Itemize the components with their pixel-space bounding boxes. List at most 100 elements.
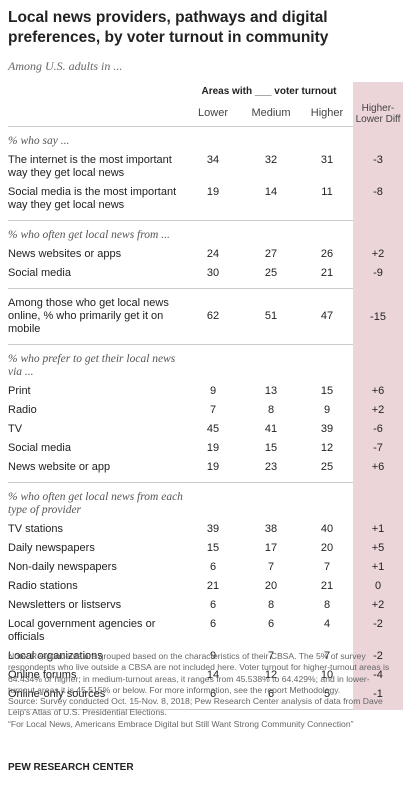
table-row: Social media 19 15 12 -7 (8, 439, 403, 458)
row-label: Social media (8, 264, 185, 289)
row-label: TV stations (8, 523, 64, 535)
table-row: TV stations 39 38 40 +1 (8, 520, 403, 539)
cell-value: 6 (241, 685, 301, 710)
cell-value: 20 (320, 542, 334, 554)
table-row: The internet is the most important way t… (8, 151, 403, 183)
row-label: Social media (8, 442, 71, 454)
table-row: Print 9 13 15 +6 (8, 382, 403, 401)
cell (353, 483, 403, 520)
cell-value: 30 (185, 264, 241, 289)
cell-value: 41 (264, 423, 278, 435)
cell-value: 15 (320, 385, 334, 397)
cell (241, 221, 301, 245)
cell-value: 39 (320, 423, 334, 435)
row-label: Daily newspapers (8, 542, 95, 554)
cell-value: 0 (353, 577, 403, 596)
table-row: News websites or apps 24 27 26 +2 (8, 245, 403, 264)
cell-value: 7 (323, 561, 331, 573)
section-heading-row: % who say ... (8, 127, 403, 151)
cell-value: -6 (353, 420, 403, 439)
cell-value: 26 (320, 248, 334, 260)
table-row: Daily newspapers 15 17 20 +5 (8, 539, 403, 558)
section-heading: % who often get local news from ... (8, 229, 170, 241)
cell (241, 345, 301, 382)
cell-value: 12 (264, 669, 278, 681)
cell-value: 38 (264, 523, 278, 535)
cell-value: 7 (323, 650, 331, 662)
cell-value: 21 (301, 264, 353, 289)
cell-value: 13 (264, 385, 278, 397)
table-row: Social media is the most important way t… (8, 183, 403, 221)
cell-value: 8 (267, 404, 275, 416)
cell-value: 19 (185, 458, 241, 483)
column-header: Higher-Lower Diff (353, 101, 403, 127)
cell-value: +2 (353, 401, 403, 420)
column-row: Lower Medium Higher Higher-Lower Diff (8, 101, 403, 127)
cell-value: +2 (353, 596, 403, 615)
cell-value: 62 (185, 289, 241, 345)
cell-value: +6 (353, 458, 403, 483)
table-row: Non-daily newspapers 6 7 7 +1 (8, 558, 403, 577)
cell-value: +6 (353, 382, 403, 401)
column-header: Lower (185, 101, 241, 127)
column-header: Medium (241, 101, 301, 127)
cell-value: 31 (320, 154, 334, 166)
table-row: Local organizations 9 7 7 -2 (8, 647, 403, 666)
cell-value: -8 (353, 183, 403, 221)
cell (241, 483, 301, 520)
note-line: Note: Respondents are grouped based on t… (8, 651, 366, 661)
cell-value: -2 (353, 647, 403, 666)
note-line: Leip's Atlas of U.S. Presidential Electi… (8, 707, 167, 718)
cell-value: 19 (206, 442, 220, 454)
cell-value: 32 (264, 154, 278, 166)
section-heading-row: % who prefer to get their local news via… (8, 345, 403, 382)
cell-value: 40 (320, 523, 334, 535)
cell (185, 345, 241, 382)
row-label: The internet is the most important way t… (8, 154, 172, 179)
cell-value: 6 (209, 599, 217, 611)
cell-value: 25 (301, 458, 353, 483)
row-label: TV (8, 423, 23, 435)
cell-value: 15 (206, 542, 220, 554)
cell (301, 127, 353, 151)
cell-value: 7 (267, 561, 275, 573)
note-line: Source: Survey conducted Oct. 15-Nov. 8,… (8, 696, 383, 707)
row-label: Among those who get local news online, %… (8, 289, 185, 345)
section-heading-row: % who often get local news from ... (8, 221, 403, 245)
cell (301, 483, 353, 520)
cell (353, 221, 403, 245)
header-row: Areas with ___ voter turnout (8, 82, 403, 101)
cell (241, 127, 301, 151)
note-line: 64.434% or higher; in medium-turnout are… (8, 673, 370, 684)
group-header: Areas with ___ voter turnout (201, 86, 337, 97)
cell-value: 23 (241, 458, 301, 483)
table-row: Newsletters or listservs 6 8 8 +2 (8, 596, 403, 615)
title: Local news providers, pathways and digit… (8, 9, 329, 46)
footer: PEW RESEARCH CENTER (8, 762, 134, 773)
cell-value: -3 (353, 151, 403, 183)
table: Areas with ___ voter turnout Lower Medium H… (8, 82, 403, 710)
cell-value: -1 (353, 685, 403, 710)
cell-value: 47 (301, 289, 353, 345)
note: Note: Respondents are grouped based on t… (8, 651, 389, 730)
cell-value: 14 (206, 669, 220, 681)
row-label: Non-daily newspapers (8, 561, 117, 573)
cell-value: 9 (209, 385, 217, 397)
row-label: News websites or apps (8, 248, 122, 260)
cell-value: 9 (323, 404, 331, 416)
section-heading: % who prefer to get their local news via… (8, 353, 176, 378)
row-label: Radio stations (8, 580, 78, 592)
cell (185, 483, 241, 520)
row-label: Online forums (8, 669, 77, 681)
column-header: Higher (301, 101, 353, 127)
section-heading: % who say ... (8, 135, 70, 147)
cell-value: 21 (206, 580, 220, 592)
section-heading-row: % who often get local news from each typ… (8, 483, 403, 520)
note-line: “For Local News, Americans Embrace Digit… (8, 718, 354, 729)
cell-value: 6 (267, 618, 275, 630)
cell-value: 7 (209, 404, 217, 416)
cell-value: 19 (185, 183, 241, 221)
row-label: Radio (8, 404, 37, 416)
cell-value: 14 (241, 183, 301, 221)
